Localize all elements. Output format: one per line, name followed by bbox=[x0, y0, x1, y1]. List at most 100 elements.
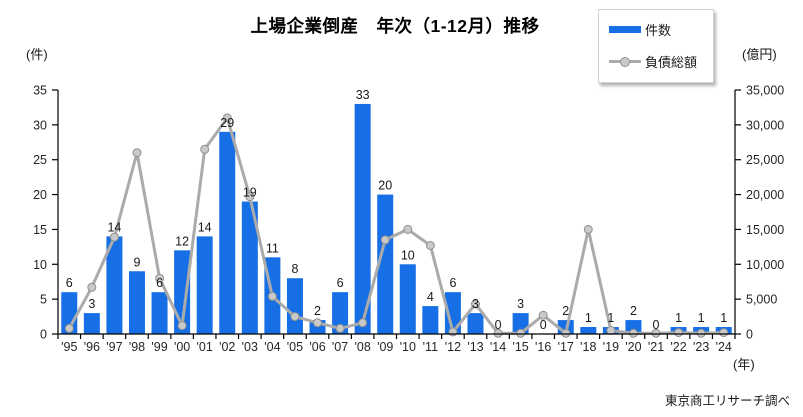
bar-value-label: 1 bbox=[720, 311, 727, 325]
line-marker bbox=[403, 224, 413, 234]
line-marker bbox=[358, 318, 368, 328]
right-axis-tick-label: 5,000 bbox=[746, 293, 777, 307]
line-marker bbox=[177, 321, 187, 331]
bar-value-label: 6 bbox=[66, 276, 73, 290]
x-axis-category-label: '20 bbox=[625, 340, 641, 354]
bar bbox=[444, 292, 461, 334]
bar-value-label: 3 bbox=[517, 297, 524, 311]
bar-value-label: 10 bbox=[401, 248, 415, 262]
x-axis-category-label: '98 bbox=[129, 340, 145, 354]
bar bbox=[106, 236, 123, 334]
left-axis-unit-label: (件) bbox=[26, 47, 48, 62]
x-axis-category-label: '01 bbox=[197, 340, 213, 354]
line-marker bbox=[313, 318, 322, 328]
left-axis-tick-label: 20 bbox=[33, 188, 47, 202]
legend: 件数 負債総額 bbox=[598, 9, 714, 83]
line-marker bbox=[606, 326, 616, 335]
right-axis-tick-label: 35,000 bbox=[746, 84, 784, 98]
x-axis-category-label: '02 bbox=[219, 340, 235, 354]
line-marker bbox=[222, 113, 232, 123]
right-axis-tick-label: 10,000 bbox=[746, 258, 784, 272]
x-axis-category-label: '00 bbox=[174, 340, 190, 354]
bar-value-label: 14 bbox=[198, 220, 212, 234]
bar bbox=[174, 250, 191, 334]
bar-value-label: 19 bbox=[243, 186, 257, 200]
line-marker bbox=[132, 148, 142, 158]
x-axis-category-label: '10 bbox=[400, 340, 416, 354]
x-axis-category-label: '12 bbox=[445, 340, 461, 354]
line-marker bbox=[448, 327, 458, 337]
bar-series-swatch-icon bbox=[609, 26, 641, 33]
x-axis-category-label: '17 bbox=[558, 340, 574, 354]
x-axis-category-label: '18 bbox=[580, 340, 596, 354]
bar-value-label: 6 bbox=[449, 276, 456, 290]
bar-value-label: 3 bbox=[88, 297, 95, 311]
bar-value-label: 11 bbox=[266, 241, 279, 255]
bar bbox=[196, 236, 213, 334]
line-marker bbox=[696, 328, 706, 338]
right-axis-tick-label: 20,000 bbox=[746, 188, 784, 202]
x-axis-category-label: '22 bbox=[670, 340, 686, 354]
left-axis-tick-label: 5 bbox=[40, 293, 47, 307]
x-axis-category-label: '19 bbox=[603, 340, 619, 354]
bar-value-label: 1 bbox=[675, 311, 682, 325]
x-axis-category-label: '06 bbox=[309, 340, 325, 354]
x-axis-category-label: '08 bbox=[355, 340, 371, 354]
x-axis-category-label: '03 bbox=[242, 340, 258, 354]
line-series-swatch-icon bbox=[609, 57, 641, 67]
bar bbox=[241, 201, 258, 334]
line-marker bbox=[200, 144, 210, 154]
bar-value-label: 0 bbox=[540, 318, 547, 332]
bar-value-label: 2 bbox=[630, 304, 637, 318]
legend-item-line: 負債総額 bbox=[609, 52, 703, 71]
bar-value-label: 8 bbox=[291, 262, 298, 276]
bar bbox=[354, 103, 371, 334]
x-axis-category-label: '13 bbox=[467, 340, 483, 354]
right-axis-tick-label: 0 bbox=[746, 328, 753, 342]
line-marker bbox=[629, 328, 638, 338]
bar-value-label: 9 bbox=[134, 255, 141, 269]
bar-value-label: 1 bbox=[698, 311, 705, 325]
x-axis-category-label: '97 bbox=[106, 340, 122, 354]
left-axis-tick-label: 30 bbox=[33, 118, 47, 132]
x-axis-category-label: '95 bbox=[61, 340, 77, 354]
bar bbox=[377, 194, 394, 334]
legend-item-bars-label: 件数 bbox=[645, 23, 672, 38]
x-axis-category-label: '14 bbox=[490, 340, 506, 354]
line-marker bbox=[155, 273, 165, 283]
bar-value-label: 33 bbox=[356, 88, 370, 102]
bar bbox=[151, 292, 168, 334]
x-axis-category-label: '24 bbox=[716, 340, 732, 354]
line-marker bbox=[538, 310, 548, 320]
bar-value-label: 20 bbox=[378, 179, 392, 193]
left-axis-tick-label: 10 bbox=[33, 258, 47, 272]
x-axis-category-label: '11 bbox=[423, 340, 438, 354]
bar-value-label: 12 bbox=[175, 234, 189, 248]
line-marker bbox=[516, 328, 526, 338]
line-marker bbox=[651, 328, 661, 338]
bar-value-label: 2 bbox=[314, 304, 321, 318]
chart-title: 上場企業倒産 年次（1-12月）推移 bbox=[250, 16, 540, 36]
x-axis-category-label: '09 bbox=[377, 340, 393, 354]
line-marker bbox=[583, 224, 593, 234]
bar bbox=[580, 327, 597, 334]
bar-value-label: 0 bbox=[495, 318, 502, 332]
bar-value-label: 4 bbox=[427, 290, 434, 304]
bar-value-label: 2 bbox=[562, 304, 569, 318]
bar-value-label: 3 bbox=[472, 297, 479, 311]
x-axis-category-label: '23 bbox=[693, 340, 709, 354]
bar-value-label: 1 bbox=[607, 311, 614, 325]
x-axis-category-label: '05 bbox=[287, 340, 303, 354]
bar-value-label: 1 bbox=[585, 311, 592, 325]
line-marker bbox=[64, 323, 74, 333]
left-axis-tick-label: 25 bbox=[33, 153, 47, 167]
line-marker bbox=[674, 328, 684, 338]
bar bbox=[467, 313, 484, 334]
line-marker bbox=[87, 282, 97, 292]
line-marker bbox=[493, 328, 503, 338]
x-axis-unit-label: (年) bbox=[733, 357, 755, 372]
bar bbox=[286, 278, 303, 334]
bar bbox=[332, 292, 349, 334]
